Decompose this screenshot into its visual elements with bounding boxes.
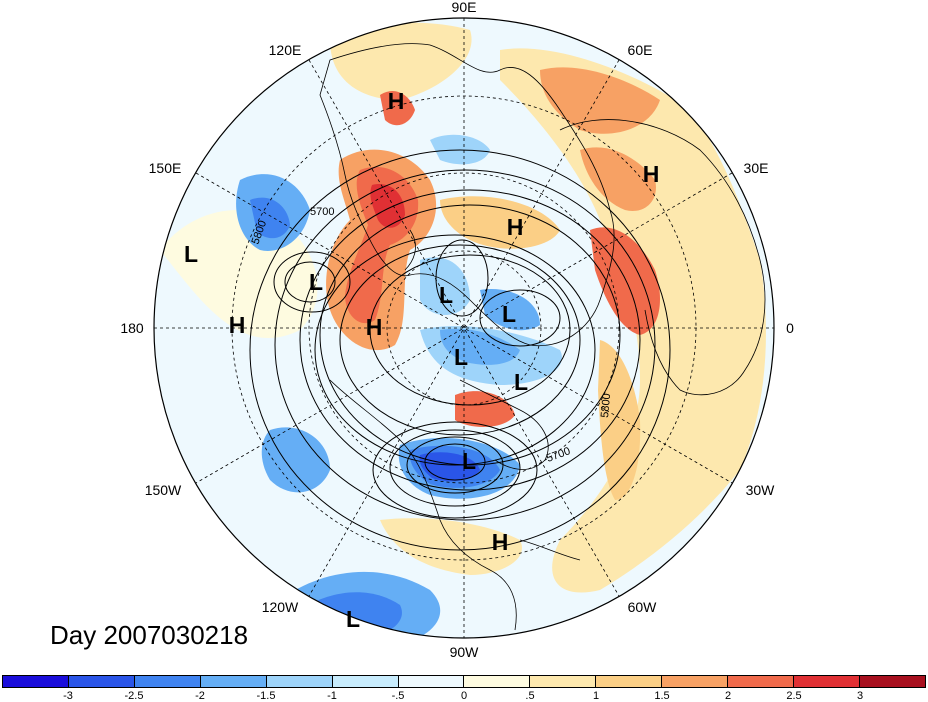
contour-label: 5800	[599, 393, 613, 418]
meridian-label-150w: 150W	[145, 482, 182, 498]
colorbar-tick-label: -2.5	[124, 690, 144, 702]
colorbar-box	[794, 676, 860, 687]
colorbar-box	[464, 676, 531, 687]
high-center-marker: H	[388, 88, 405, 114]
colorbar-box	[332, 676, 399, 687]
high-center-marker: H	[507, 214, 524, 240]
colorbar-box	[859, 676, 925, 687]
colorbar-box	[3, 676, 69, 687]
map-boundary	[153, 17, 775, 639]
low-center-marker: L	[462, 448, 476, 474]
colorbar-tick-label: 1	[592, 690, 600, 702]
polar-map: 5700 5800 5700 5800 90E 120E 60E 150E 30…	[120, 0, 794, 660]
colorbar-tick-label: -2	[195, 690, 205, 702]
low-center-marker: L	[454, 344, 468, 370]
date-label: Day 2007030218	[50, 620, 249, 650]
meridian-label-90w: 90W	[450, 644, 480, 660]
colorbar-tick-label: -3	[63, 690, 73, 702]
low-center-marker: L	[439, 282, 453, 308]
high-center-marker: H	[366, 314, 383, 340]
pressure-centers: H H H H H H L L L L L L L L	[184, 88, 659, 632]
low-center-marker: L	[346, 606, 360, 632]
colorbar-tick-label: .5	[525, 690, 535, 702]
meridian-label-90e: 90E	[452, 0, 477, 15]
colorbar-tick-label: 2.5	[786, 690, 802, 702]
meridian-label-0: 0	[786, 320, 794, 336]
colorbar-tick-label: -1.5	[256, 690, 276, 702]
meridian-label-120e: 120E	[269, 42, 302, 58]
contour-label: 5700	[310, 206, 334, 218]
colorbar-tick-label: -.5	[391, 690, 405, 702]
meridian-label-180: 180	[120, 320, 144, 336]
high-center-marker: H	[229, 312, 246, 338]
colorbar: -3 -2.5 -2 -1.5 -1 -.5 0 .5 1 1.5 2 2.5 3	[0, 675, 928, 702]
meridian-label-30e: 30E	[744, 160, 769, 176]
meridian-label-120w: 120W	[262, 599, 299, 615]
coastlines	[319, 43, 766, 631]
meridian-label-150e: 150E	[149, 160, 182, 176]
colorbar-tick-label: 1.5	[654, 690, 670, 702]
meridian-label-60e: 60E	[628, 42, 653, 58]
colorbar-box	[266, 676, 333, 687]
meridian-label-30w: 30W	[746, 482, 776, 498]
colorbar-tick-label: 0	[460, 690, 468, 702]
colorbar-tick-label: -1	[327, 690, 337, 702]
colorbar-tick-label: 2	[724, 690, 732, 702]
colorbar-box	[398, 676, 465, 687]
meridian-label-60w: 60W	[628, 599, 658, 615]
colorbar-boxes	[2, 675, 926, 688]
low-center-marker: L	[309, 269, 323, 295]
graticule	[154, 18, 774, 638]
high-center-marker: H	[643, 161, 660, 187]
colorbar-box	[662, 676, 729, 687]
colorbar-box	[134, 676, 201, 687]
low-center-marker: L	[514, 369, 528, 395]
colorbar-box	[530, 676, 597, 687]
colorbar-tick-label: 3	[856, 690, 864, 702]
low-center-marker: L	[184, 241, 198, 267]
low-center-marker: L	[502, 301, 516, 327]
high-center-marker: H	[492, 529, 509, 555]
colorbar-box	[596, 676, 663, 687]
colorbar-box	[68, 676, 135, 687]
colorbar-box	[200, 676, 267, 687]
colorbar-box	[728, 676, 795, 687]
